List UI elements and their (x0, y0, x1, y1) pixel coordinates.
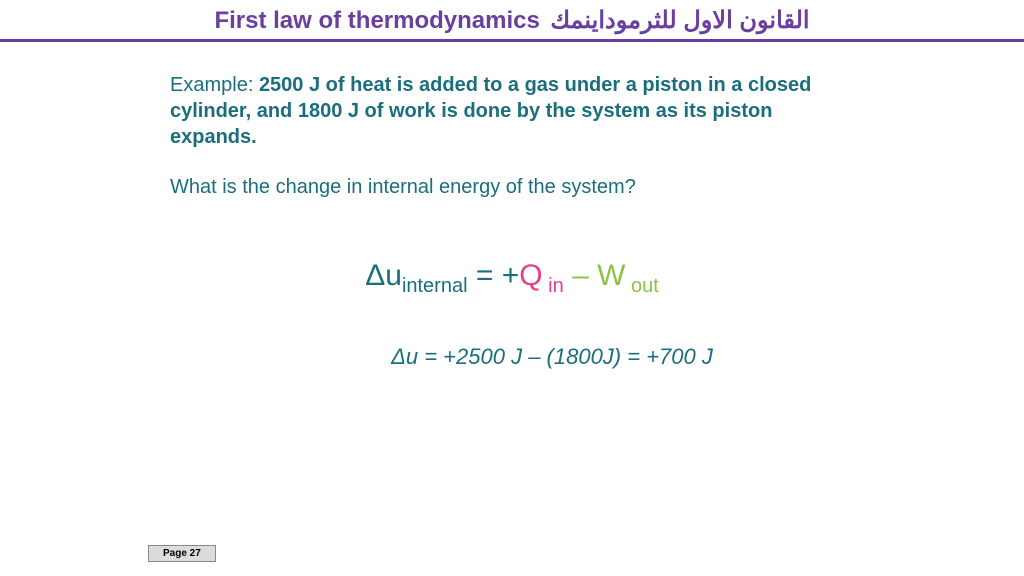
solution-line: Δu = +2500 J – (1800J) = +700 J (170, 344, 854, 370)
eq-Q: Q (519, 259, 542, 292)
eq-equals-plus: = + (468, 259, 520, 292)
eq-delta: Δ (365, 259, 385, 292)
eq-sub-out: out (625, 275, 658, 297)
page-number-badge: Page 27 (148, 545, 216, 562)
title-arabic: القانون الاول للثرموداينمك (550, 7, 809, 34)
title-english: First law of thermodynamics (214, 7, 539, 34)
question-text: What is the change in internal energy of… (170, 176, 854, 199)
slide-content: Example: 2500 J of heat is added to a ga… (0, 42, 1024, 370)
eq-u: u (385, 259, 402, 292)
eq-sub-internal: internal (402, 275, 468, 297)
eq-W: W (597, 259, 625, 292)
example-text: 2500 J of heat is added to a gas under a… (170, 74, 811, 148)
eq-sub-in: in (543, 275, 564, 297)
main-equation: Δuinternal = +Q in – W out (170, 259, 854, 298)
slide-header: First law of thermodynamics القانون الاو… (0, 0, 1024, 42)
eq-minus: – (564, 259, 597, 292)
example-block: Example: 2500 J of heat is added to a ga… (170, 72, 854, 150)
example-label: Example: (170, 74, 259, 96)
